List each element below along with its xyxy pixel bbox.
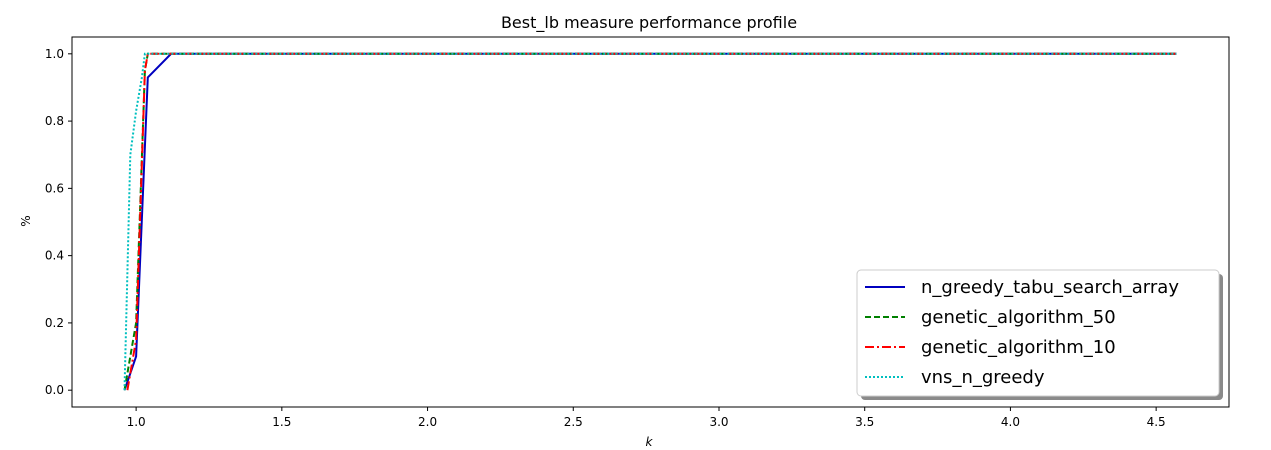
series-layer (123, 52, 1177, 391)
y-tick-label: 1.0 (45, 47, 64, 61)
x-tick-label: 4.0 (1001, 415, 1020, 429)
x-tick-label: 1.0 (127, 415, 146, 429)
x-ticks: 1.0 1.5 2.0 2.5 3.0 3.5 4.0 4.5 (127, 407, 1166, 429)
x-tick-label: 3.0 (709, 415, 728, 429)
x-tick-label: 1.5 (272, 415, 291, 429)
legend-label-n_greedy_tabu_search_array: n_greedy_tabu_search_array (921, 277, 1179, 298)
y-tick-label: 0.2 (45, 316, 64, 330)
legend: n_greedy_tabu_search_array genetic_algori… (856, 269, 1223, 400)
x-tick-label: 4.5 (1147, 415, 1166, 429)
y-tick-label: 0.0 (45, 383, 64, 397)
series-line-vns_n_greedy (123, 52, 1177, 391)
x-tick-label: 2.0 (418, 415, 437, 429)
y-tick-label: 0.4 (45, 249, 64, 263)
x-tick-label: 2.5 (564, 415, 583, 429)
legend-box (856, 269, 1220, 397)
x-tick-label: 3.5 (855, 415, 874, 429)
legend-label-genetic_algorithm_50: genetic_algorithm_50 (921, 307, 1116, 328)
y-tick-label: 0.6 (45, 181, 64, 195)
y-axis-label: % (19, 215, 33, 226)
y-tick-label: 0.8 (45, 114, 64, 128)
y-ticks: 0.0 0.2 0.4 0.6 0.8 1.0 (45, 47, 72, 397)
legend-label-genetic_algorithm_10: genetic_algorithm_10 (921, 337, 1116, 358)
plot-area: 1.0 1.5 2.0 2.5 3.0 3.5 4.0 4.5 0.0 0.2 0.4 0.6 0.8… (45, 36, 1230, 429)
axes-frame (71, 36, 1230, 408)
chart-title: Best_lb measure performance profile (501, 13, 797, 33)
x-axis-label: k (646, 435, 654, 449)
legend-label-vns_n_greedy: vns_n_greedy (921, 367, 1045, 388)
